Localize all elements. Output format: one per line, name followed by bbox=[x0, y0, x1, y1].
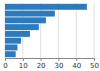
bar bbox=[5, 31, 30, 37]
bar bbox=[5, 4, 87, 10]
x-tick-mark bbox=[94, 58, 95, 61]
x-tick-label: 50 bbox=[90, 62, 99, 70]
x-tick-mark bbox=[58, 58, 59, 61]
bar bbox=[5, 17, 46, 23]
grid bbox=[5, 3, 94, 58]
x-axis-line bbox=[6, 58, 95, 59]
bar bbox=[5, 38, 21, 44]
x-tick: 10 bbox=[19, 58, 28, 70]
x-tick: 40 bbox=[72, 58, 81, 70]
x-tick-mark bbox=[41, 58, 42, 61]
plot: 0 10 20 30 40 50 bbox=[3, 3, 99, 70]
x-tick-mark bbox=[23, 58, 24, 61]
bars bbox=[5, 4, 87, 57]
bar bbox=[5, 24, 39, 30]
bar bbox=[5, 51, 16, 57]
x-tick: 0 bbox=[3, 58, 7, 70]
grid-line bbox=[76, 3, 77, 58]
chart: 0 10 20 30 40 50 bbox=[0, 0, 100, 71]
x-tick-mark bbox=[76, 58, 77, 61]
x-tick-label: 30 bbox=[54, 62, 63, 70]
x-tick: 30 bbox=[54, 58, 63, 70]
x-tick-label: 0 bbox=[3, 62, 7, 70]
x-axis: 0 10 20 30 40 50 bbox=[3, 58, 99, 70]
x-tick: 20 bbox=[37, 58, 46, 70]
x-tick-label: 20 bbox=[37, 62, 46, 70]
grid-line bbox=[58, 3, 59, 58]
grid-line bbox=[94, 3, 95, 58]
x-tick-label: 40 bbox=[72, 62, 81, 70]
x-tick-label: 10 bbox=[19, 62, 28, 70]
x-tick: 50 bbox=[90, 58, 99, 70]
bar bbox=[5, 11, 55, 17]
x-tick-mark bbox=[5, 58, 6, 61]
bar bbox=[5, 44, 17, 50]
